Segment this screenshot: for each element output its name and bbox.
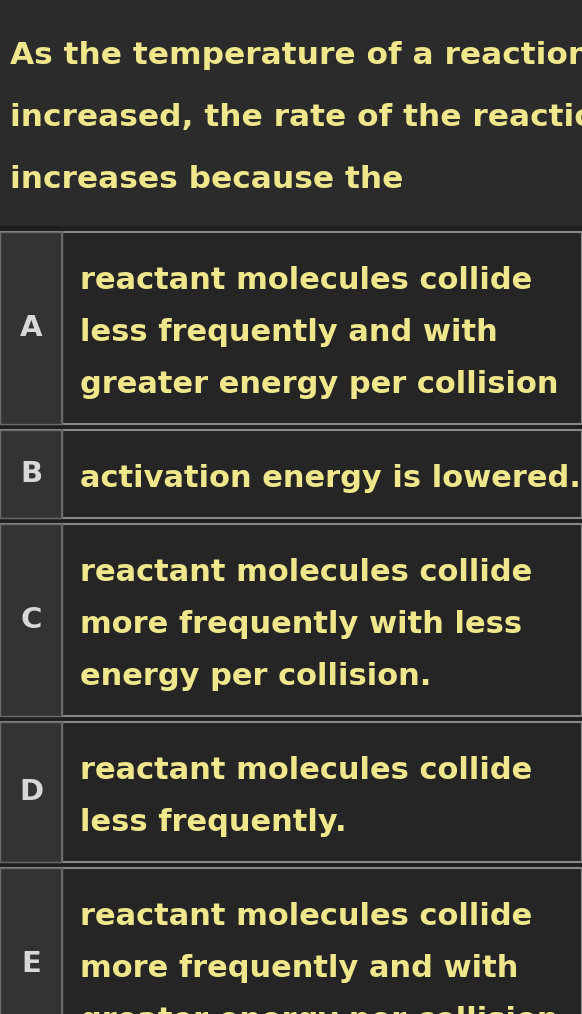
Text: reactant molecules collide: reactant molecules collide [80, 266, 533, 295]
Text: reactant molecules collide: reactant molecules collide [80, 756, 533, 785]
Text: greater energy per collision: greater energy per collision [80, 370, 559, 399]
Bar [0, 868, 62, 1014]
Bar [0, 232, 582, 424]
Text: energy per collision.: energy per collision. [80, 662, 431, 691]
Text: less frequently and with: less frequently and with [80, 318, 498, 347]
Text: As the temperature of a reaction is: As the temperature of a reaction is [10, 42, 582, 71]
Text: less frequently.: less frequently. [80, 808, 347, 837]
Bar [0, 430, 62, 518]
Bar [0, 524, 62, 716]
Text: reactant molecules collide: reactant molecules collide [80, 558, 533, 587]
Text: D: D [19, 778, 43, 806]
Text: greater energy per collision.: greater energy per collision. [80, 1006, 570, 1014]
Text: increased, the rate of the reaction: increased, the rate of the reaction [10, 103, 582, 133]
Bar [0, 0, 582, 226]
Bar [0, 868, 582, 1014]
Bar [0, 232, 62, 424]
Bar [0, 722, 62, 862]
Bar [0, 524, 582, 716]
Text: B: B [20, 460, 42, 488]
Text: activation energy is lowered.: activation energy is lowered. [80, 464, 581, 493]
Text: A: A [20, 314, 42, 342]
Text: more frequently with less: more frequently with less [80, 610, 522, 639]
Text: C: C [20, 606, 42, 634]
Text: reactant molecules collide: reactant molecules collide [80, 902, 533, 931]
Bar [0, 722, 582, 862]
Text: more frequently and with: more frequently and with [80, 954, 519, 983]
Text: E: E [21, 950, 41, 977]
Bar [0, 430, 582, 518]
Text: increases because the: increases because the [10, 165, 403, 195]
